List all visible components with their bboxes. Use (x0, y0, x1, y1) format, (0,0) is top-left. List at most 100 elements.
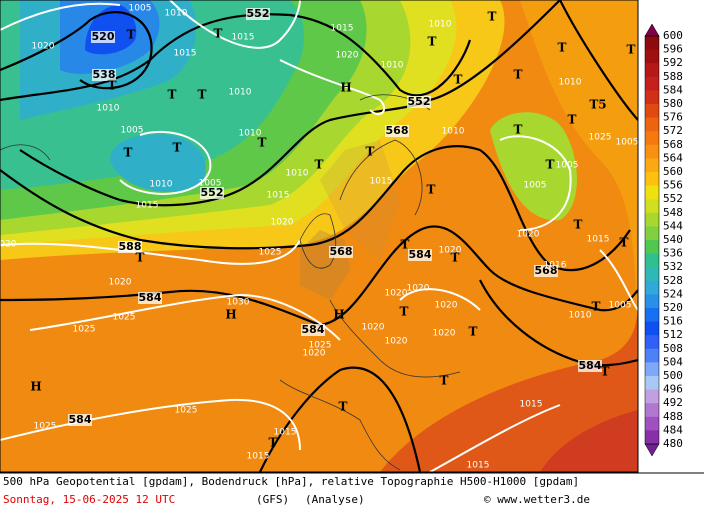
geopotential-label: 568 (330, 245, 353, 258)
geopotential-label: 552 (408, 95, 431, 108)
colorbar-label: 540 (663, 233, 683, 246)
colorbar-swatch (645, 240, 659, 255)
isobar-label: 1015 (587, 235, 610, 245)
pressure-center-mark: T (401, 238, 410, 252)
footer-model: (GFS) (256, 493, 289, 506)
isobar-label: 1010 (286, 169, 309, 179)
pressure-center-mark: T (173, 141, 182, 155)
isobar-label: 1005 (524, 181, 547, 191)
isobar-label: 1015 (331, 24, 354, 34)
colorbar-swatch (645, 199, 659, 214)
isobar-label: 1020 (362, 323, 385, 333)
colorbar-swatch (645, 253, 659, 268)
isobar-label: 1025 (259, 248, 282, 258)
isobar-label: 1005 (616, 138, 639, 148)
pressure-center-mark: T (627, 43, 636, 57)
pressure-center-mark: H (333, 308, 344, 322)
pressure-center-mark: T (124, 146, 133, 160)
footer-date: Sonntag, 15-06-2025 12 UTC (3, 493, 175, 506)
geopotential-label: 552 (247, 7, 270, 20)
colorbar-label: 544 (663, 219, 683, 232)
pressure-center-mark: T (514, 123, 523, 137)
isobar-label: 1020 (32, 42, 55, 52)
colorbar-label: 584 (663, 83, 683, 96)
isobar-label: 1025 (589, 133, 612, 143)
isobar-label: 1010 (559, 78, 582, 88)
pressure-center-mark: T (558, 41, 567, 55)
pressure-center-mark: H (225, 308, 236, 322)
colorbar-label: 600 (663, 29, 683, 42)
geopotential-label: 584 (69, 413, 92, 426)
geopotential-label-box (138, 292, 162, 304)
colorbar-swatch (645, 280, 659, 295)
colorbar-label: 564 (663, 151, 683, 164)
colorbar-label: 536 (663, 247, 683, 260)
pressure-center-mark: T (366, 145, 375, 159)
geopotential-label-box (246, 8, 270, 20)
geopotential-label: 584 (302, 323, 325, 336)
pressure-center-mark: T (451, 251, 460, 265)
isobar-label: 1025 (175, 406, 198, 416)
geopotential-label: 538 (93, 68, 116, 81)
pressure-center-mark: T (315, 158, 324, 172)
colorbar-label: 520 (663, 301, 683, 314)
geopotential-label: 552 (201, 186, 224, 199)
colorbar-swatch (645, 63, 659, 78)
colorbar-swatch (645, 294, 659, 309)
geopotential-label: 568 (386, 124, 409, 137)
colorbar-swatch (645, 226, 659, 241)
isobar-label: 1010 (239, 129, 262, 139)
colorbar-swatch (645, 104, 659, 119)
isobar-label: 1016 (544, 261, 567, 271)
colorbar-label: 500 (663, 369, 683, 382)
colorbar-label: 496 (663, 383, 683, 396)
map-frame (0, 0, 639, 473)
pressure-center-mark: T (339, 400, 348, 414)
pressure-center-mark: T (601, 365, 610, 379)
colorbar-swatch (645, 416, 659, 431)
isobar-label: 1020 (0, 240, 17, 250)
colorbar-swatch (645, 362, 659, 377)
isobar-label: 1015 (232, 33, 255, 43)
isobar-label: 1010 (229, 88, 252, 98)
colorbar: 6005965925885845805765725685645605565525… (644, 23, 683, 457)
isobar-label: 1020 (385, 289, 408, 299)
colorbar-swatch (645, 403, 659, 418)
isobar-label: 1020 (385, 337, 408, 347)
geopotential-label-box (534, 265, 558, 277)
geopotential-label: 588 (119, 240, 142, 253)
geopotential-label: 584 (579, 359, 602, 372)
pressure-center-mark: T (469, 325, 478, 339)
pressure-center-mark: H (340, 81, 351, 95)
colorbar-label: 548 (663, 206, 683, 219)
geopotential-label: 584 (139, 291, 162, 304)
pressure-center-mark: T (269, 436, 278, 450)
isobar-label: 1005 (199, 179, 222, 189)
isobar-label: 1010 (381, 61, 404, 71)
geopotential-label: 584 (409, 248, 432, 261)
isobar-label: 1015 (467, 461, 490, 471)
pressure-center-mark: T (568, 113, 577, 127)
colorbar-swatch (645, 49, 659, 64)
colorbar-label: 484 (663, 423, 683, 436)
isobar-label: 1020 (433, 329, 456, 339)
pressure-center-mark: T (136, 251, 145, 265)
colorbar-swatch (645, 36, 659, 51)
isobar-label: 1015 (174, 49, 197, 59)
geopotential-label-box (301, 324, 325, 336)
isobar-label: 1015 (247, 452, 270, 462)
colorbar-swatch (645, 308, 659, 323)
colorbar-swatch (645, 267, 659, 282)
isobar-label: 1025 (73, 325, 96, 335)
colorbar-swatch (645, 185, 659, 200)
geopotential-label-box (200, 187, 224, 199)
geopotential-label: 520 (92, 30, 115, 43)
pressure-center-mark: T (400, 305, 409, 319)
colorbar-label: 556 (663, 179, 683, 192)
isobar-label: 1005 (609, 301, 632, 311)
isobar-label: 1010 (569, 311, 592, 321)
geopotential-label-box (407, 96, 431, 108)
pressure-center-mark: T (428, 35, 437, 49)
geopotential-label: 568 (535, 264, 558, 277)
isobar-label: 1020 (517, 230, 540, 240)
